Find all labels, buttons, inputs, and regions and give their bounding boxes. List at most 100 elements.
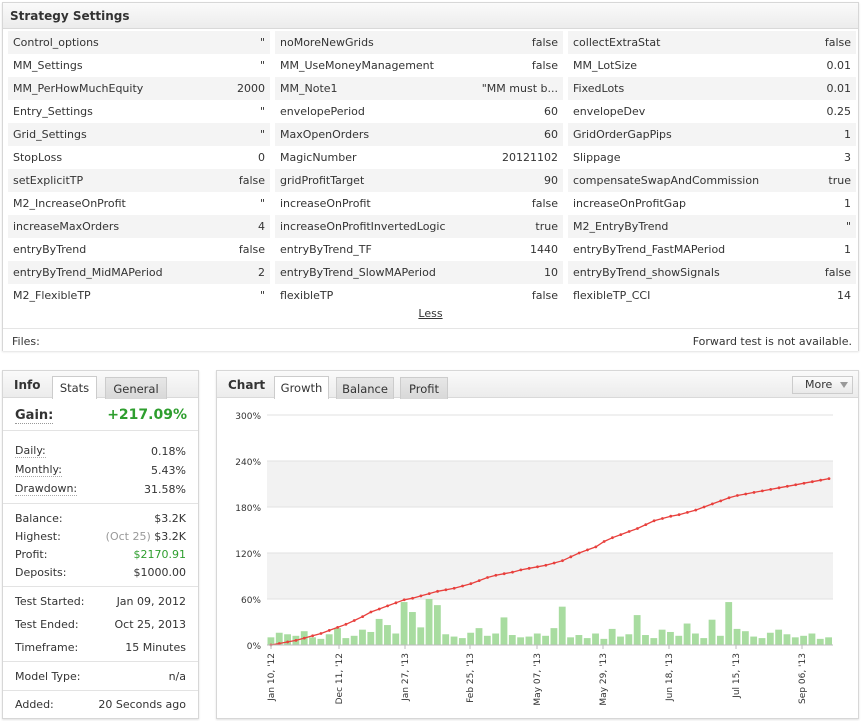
profit-bar <box>359 629 366 645</box>
profit-bar <box>275 632 283 645</box>
profit-bar <box>692 633 699 645</box>
stat-label: Highest: <box>15 530 61 543</box>
growth-point <box>552 561 556 565</box>
stat-row-added: Added: 20 Seconds ago <box>3 696 198 714</box>
profit-bar <box>517 637 525 645</box>
profit-bar <box>825 637 832 645</box>
growth-point <box>294 639 298 642</box>
setting-cell: envelopeDev 0.25 <box>568 100 856 123</box>
growth-point <box>536 565 539 569</box>
info-panel: Info Stats General Gain: +217.09% Daily:… <box>2 370 199 719</box>
y-tick-label: 60% <box>241 596 261 606</box>
tab-profit[interactable]: Profit <box>400 377 448 399</box>
growth-chart: 300% 240% 180% 120% 60% 0% Jan 10, '12 Dec 11, … <box>235 412 833 706</box>
profit-bar <box>558 606 566 645</box>
growth-point <box>311 634 315 638</box>
settings-row: MM_Settings " MM_UseMoneyManagement false MM… <box>8 54 856 77</box>
settings-grid: Control_options " noMoreNewGrids false colle… <box>8 31 856 307</box>
setting-cell: MM_UseMoneyManagement false <box>275 54 563 77</box>
stat-row-drawdown: Drawdown: 31.58% <box>3 481 198 499</box>
setting-value: 14 <box>837 289 851 302</box>
growth-point <box>386 604 389 608</box>
setting-key: gridProfitTarget <box>280 174 365 187</box>
setting-value: 10 <box>544 266 558 279</box>
profit-bar <box>658 629 666 645</box>
settings-row: Grid_Settings " MaxOpenOrders 60 GridOrderGa… <box>8 123 856 146</box>
profit-bar <box>633 615 641 645</box>
tab-balance[interactable]: Balance <box>336 377 394 399</box>
growth-point <box>302 636 306 640</box>
x-tick-label: Jan 10, '12 <box>267 653 277 702</box>
setting-cell: M2_EntryByTrend " <box>568 215 856 238</box>
profit-bar <box>533 633 541 645</box>
setting-cell: increaseOnProfitGap 1 <box>568 192 856 215</box>
growth-point <box>577 551 581 555</box>
profit-bar <box>775 629 783 645</box>
profit-bar <box>350 635 358 645</box>
profit-bar <box>267 637 275 645</box>
grid-band <box>267 415 833 461</box>
panel-title: Info <box>14 378 41 392</box>
growth-point <box>494 573 498 577</box>
settings-row: M2_IncreaseOnProfit " increaseOnProfit fals… <box>8 192 856 215</box>
setting-key: noMoreNewGrids <box>280 36 374 49</box>
setting-value: " <box>259 128 265 141</box>
profit-bar <box>392 633 400 645</box>
stat-label: Added: <box>15 698 54 711</box>
growth-point <box>785 484 789 488</box>
setting-key: FixedLots <box>573 82 625 95</box>
setting-cell: gridProfitTarget 90 <box>275 169 563 192</box>
growth-line <box>270 477 830 646</box>
tab-general[interactable]: General <box>105 377 167 399</box>
y-tick-label: 240% <box>235 458 261 468</box>
settings-row: M2_FlexibleTP " flexibleTP false flexibleTP_… <box>8 284 856 307</box>
stat-value: n/a <box>168 670 186 683</box>
growth-point <box>452 586 456 590</box>
growth-point <box>436 589 439 593</box>
grid-band <box>267 461 833 507</box>
more-button[interactable]: More <box>792 376 853 394</box>
setting-key: entryByTrend_SlowMAPeriod <box>280 266 436 279</box>
panel-title: Strategy Settings <box>10 9 130 23</box>
stat-row-timeframe: Timeframe: 15 Minutes <box>3 639 198 657</box>
stat-value: Oct 25, 2013 <box>114 618 187 631</box>
x-tick-label: Jul 15, '13 <box>732 653 742 699</box>
y-tick-label: 180% <box>235 504 261 514</box>
growth-point <box>327 629 331 632</box>
stat-label: Test Started: <box>15 595 85 608</box>
growth-point <box>711 502 714 506</box>
setting-cell: increaseOnProfit false <box>275 192 563 215</box>
stat-value: 15 Minutes <box>125 641 186 654</box>
stat-value: 0.18% <box>151 445 186 458</box>
setting-value: 1 <box>844 197 851 210</box>
setting-value: "MM must b... <box>481 82 558 95</box>
stat-label: Monthly: <box>15 463 62 477</box>
stat-value: (Oct 25) $3.2K <box>106 530 186 543</box>
growth-point <box>661 517 664 520</box>
profit-bar <box>592 633 599 645</box>
profit-bar <box>525 636 533 645</box>
growth-point <box>402 598 406 602</box>
profit-bar <box>791 637 799 645</box>
tab-growth[interactable]: Growth <box>274 376 329 399</box>
x-tick-label: Sep 06, '13 <box>798 653 808 704</box>
growth-point <box>819 478 823 482</box>
tab-stats[interactable]: Stats <box>52 376 97 399</box>
more-label: More <box>805 378 833 391</box>
profit-bar <box>384 625 391 645</box>
stat-value: 5.43% <box>151 464 186 477</box>
profit-bar <box>309 637 316 645</box>
setting-value: " <box>259 59 265 72</box>
profit-bar <box>766 632 774 645</box>
profit-bar <box>450 636 458 645</box>
highest-value: $3.2K <box>154 530 186 543</box>
setting-value: " <box>845 220 851 233</box>
growth-point <box>519 568 523 572</box>
profit-bar <box>642 635 649 645</box>
profit-bar <box>675 635 683 645</box>
setting-value: 0 <box>258 151 265 164</box>
growth-point <box>461 584 464 588</box>
gain-label: Gain: <box>15 408 54 424</box>
less-link[interactable]: Less <box>418 307 443 320</box>
stat-label: Drawdown: <box>15 482 78 496</box>
